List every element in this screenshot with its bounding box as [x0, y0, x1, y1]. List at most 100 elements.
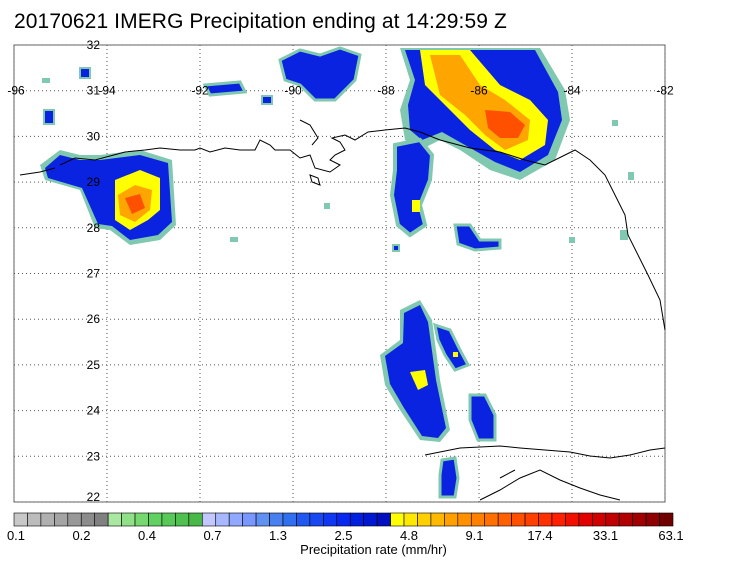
colorbar-swatch: [80, 512, 95, 527]
colorbar-swatch: [13, 512, 28, 527]
colorbar-tick-label: 9.1: [465, 528, 483, 543]
lat-tick-label: 22: [87, 490, 101, 504]
colorbar-swatch: [430, 512, 445, 527]
latitude-labels: 32 31 30 29 28 27 26 25 24 23 22: [87, 38, 101, 504]
colorbar-swatch: [417, 512, 432, 527]
longitude-labels: -96 -94 -92 -90 -88 -86 -84 -82: [7, 84, 674, 98]
lat-tick-label: 23: [87, 449, 101, 463]
colorbar-swatch: [228, 512, 243, 527]
colorbar-swatch: [255, 512, 270, 527]
colorbar-swatch: [578, 512, 593, 527]
colorbar-swatch: [376, 512, 391, 527]
lon-tick-label: -96: [7, 84, 25, 98]
colorbar-swatch: [161, 512, 176, 527]
lat-tick-label: 26: [87, 312, 101, 326]
lat-tick-label: 27: [87, 267, 101, 281]
colorbar-tick-label: 63.1: [658, 528, 683, 543]
colorbar-swatch: [121, 512, 136, 527]
colorbar-swatch: [511, 512, 526, 527]
precip-cell-central-yellow: [412, 200, 420, 212]
colorbar-swatch: [524, 512, 539, 527]
lat-tick-label: 32: [87, 38, 101, 52]
colorbar-swatch: [27, 512, 42, 527]
map-title: 20170621 IMERG Precipitation ending at 1…: [14, 10, 507, 33]
lat-tick-label: 29: [87, 175, 101, 189]
lat-tick-label: 30: [87, 129, 101, 143]
colorbar-swatch: [336, 512, 351, 527]
colorbar-swatch: [390, 512, 405, 527]
colorbar-swatch: [457, 512, 472, 527]
colorbar-swatch: [605, 512, 620, 527]
colorbar-swatch: [40, 512, 55, 527]
lon-tick-label: -90: [284, 84, 302, 98]
colorbar-tick-label: 0.7: [203, 528, 221, 543]
colorbar-swatch: [323, 512, 338, 527]
colorbar-swatch: [54, 512, 69, 527]
lat-tick-label: 31: [87, 84, 101, 98]
colorbar-swatch: [175, 512, 190, 527]
colorbar-swatch: [632, 512, 647, 527]
colorbar-tick-label: 4.8: [400, 528, 418, 543]
precip-cell-gulf-dot-3: [324, 203, 330, 209]
colorbar-swatch: [67, 512, 82, 527]
precipitation-field: [40, 46, 634, 499]
colorbar-tick-labels: 0.1 0.2 0.4 0.7 1.3 2.5 4.8 9.1 17.4 33.1 63.1: [7, 528, 684, 543]
colorbar-swatch: [470, 512, 486, 527]
colorbar-swatch: [565, 512, 580, 527]
lon-tick-label: -82: [656, 84, 674, 98]
lon-tick-label: -94: [98, 84, 116, 98]
precip-cell-gulf-dot-5: [612, 120, 618, 126]
colorbar-tick-label: 0.1: [7, 528, 25, 543]
colorbar-swatch: [551, 512, 566, 527]
precip-cell-northeast: [400, 48, 570, 180]
colorbar: [13, 512, 674, 527]
precip-cell-gulf-east: [453, 223, 502, 252]
colorbar-swatch: [296, 512, 311, 527]
colorbar-swatch: [188, 512, 203, 527]
precip-cell-top-4: [79, 67, 91, 79]
colorbar-swatch: [201, 512, 217, 527]
precip-cell-gulf-dot-6: [628, 172, 634, 180]
precip-cell-west: [40, 150, 176, 245]
lat-tick-label: 24: [87, 404, 101, 418]
colorbar-swatch: [538, 512, 553, 527]
colorbar-swatch: [363, 512, 378, 527]
colorbar-swatch: [134, 512, 149, 527]
precip-cell-gulf-dot-1: [230, 237, 238, 242]
precip-cell-top-2: [202, 80, 248, 97]
colorbar-swatch: [215, 512, 230, 527]
precip-cell-gulf-dot-2: [392, 244, 400, 252]
precip-cell-central-band: [389, 137, 435, 238]
lat-tick-label: 25: [87, 358, 101, 372]
lat-tick-label: 28: [87, 221, 101, 235]
colorbar-swatch: [618, 512, 633, 527]
colorbar-tick-label: 2.5: [334, 528, 352, 543]
precip-cell-south: [380, 300, 497, 499]
precip-cell-gulf-dot-4: [569, 237, 575, 243]
colorbar-swatch: [403, 512, 418, 527]
coastline: [19, 119, 666, 501]
colorbar-swatch: [659, 512, 674, 527]
colorbar-swatch: [444, 512, 459, 527]
colorbar-swatch: [645, 512, 660, 527]
colorbar-swatch: [242, 512, 257, 527]
colorbar-tick-label: 17.4: [527, 528, 552, 543]
colorbar-swatch: [94, 512, 109, 527]
colorbar-swatch: [497, 512, 512, 527]
colorbar-swatch: [269, 512, 284, 527]
lon-tick-label: -88: [377, 84, 395, 98]
colorbar-title: Precipitation rate (mm/hr): [300, 542, 447, 557]
colorbar-swatch: [592, 512, 607, 527]
colorbar-tick-label: 1.3: [269, 528, 287, 543]
colorbar-swatch: [349, 512, 364, 527]
colorbar-tick-label: 0.4: [138, 528, 156, 543]
lon-tick-label: -86: [470, 84, 488, 98]
lon-tick-label: -84: [563, 84, 581, 98]
colorbar-tick-label: 0.2: [72, 528, 90, 543]
colorbar-swatch: [309, 512, 324, 527]
precip-cell-top-1: [278, 46, 362, 102]
colorbar-swatch: [107, 512, 122, 527]
precip-cell-top-3: [261, 95, 273, 105]
colorbar-swatch: [282, 512, 297, 527]
